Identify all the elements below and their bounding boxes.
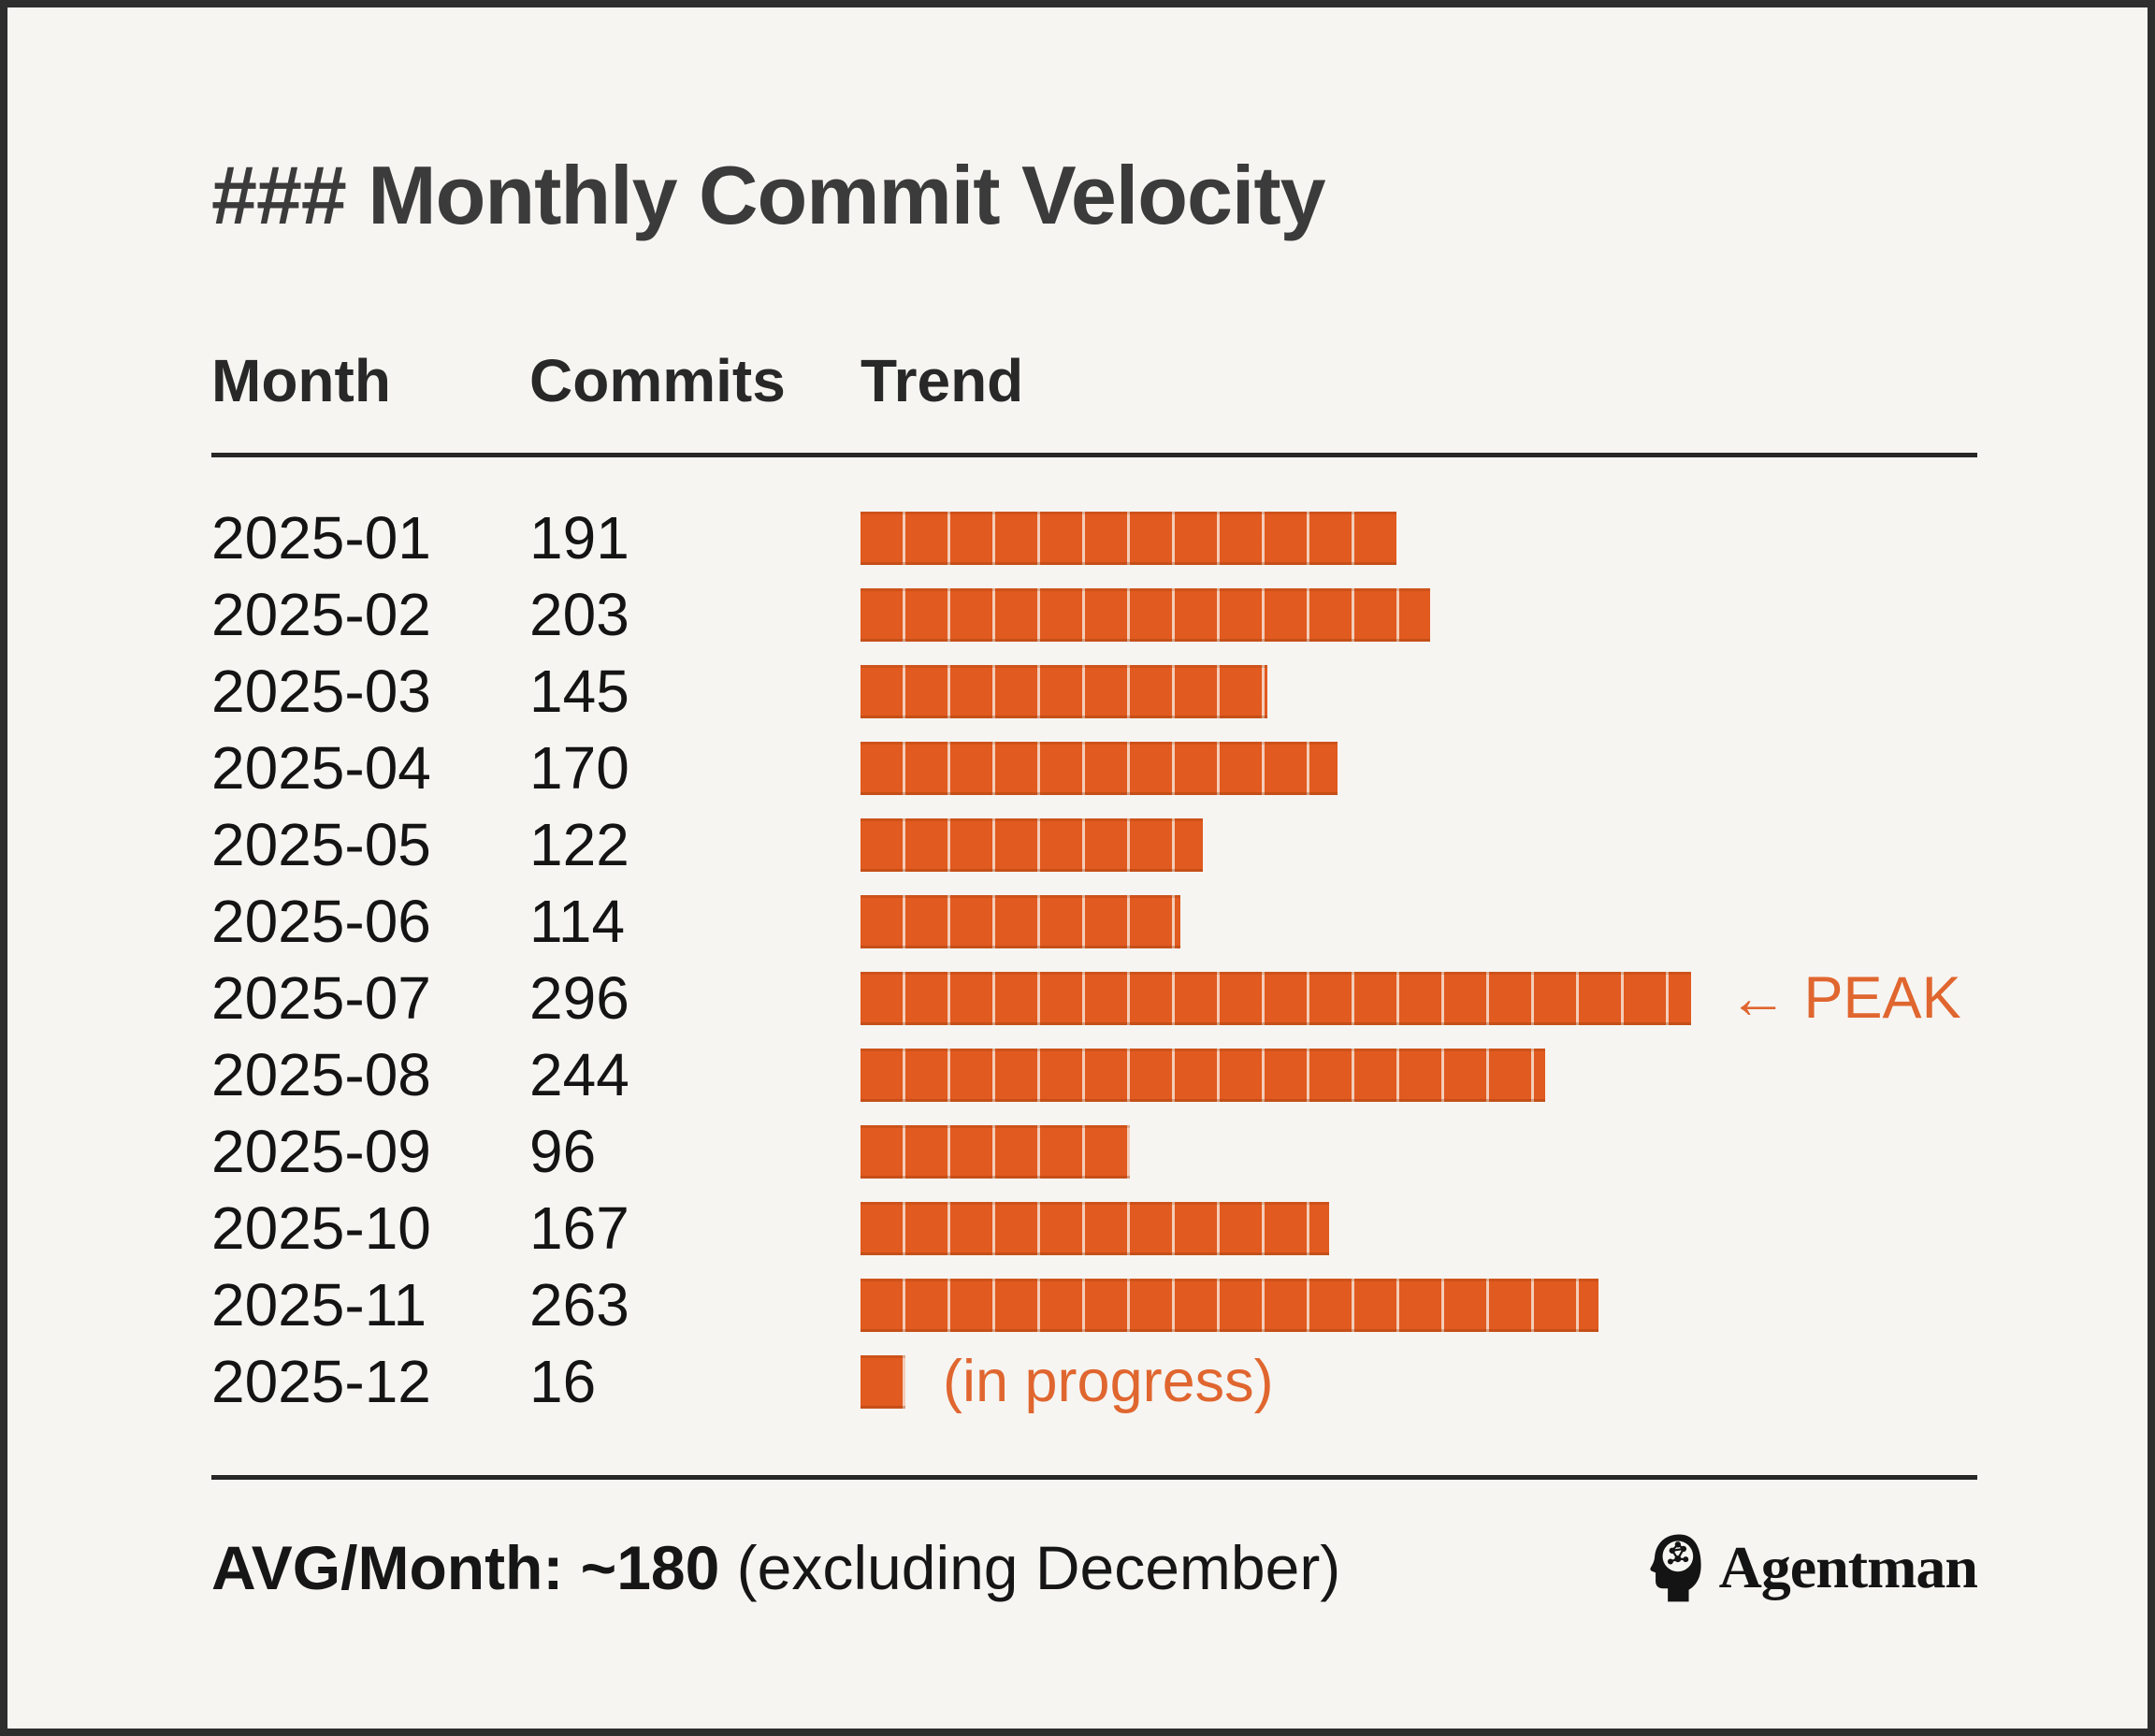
agentman-head-icon [1649,1534,1701,1602]
table-row: 2025-09 96 [211,1113,2091,1190]
average-value: AVG/Month: ~180 [211,1533,720,1602]
average-qualifier: (excluding December) [719,1533,1341,1602]
month-cell: 2025-06 [211,888,431,955]
table-row: 2025-04 170 [211,730,2091,806]
table-row: 2025-06 114 [211,883,2091,960]
table-row: 2025-08 244 [211,1036,2091,1113]
trend-bar [861,741,1338,795]
column-header-commits: Commits [529,347,786,414]
month-cell: 2025-02 [211,581,431,648]
trend-bar [861,1354,905,1409]
trend-cell [861,1278,2091,1332]
trend-cell [861,587,2091,642]
trend-bar [861,664,1267,718]
commits-cell: 170 [529,734,629,802]
trend-cell: (in progress) [861,1348,2091,1415]
trend-cell [861,1048,2091,1102]
month-cell: 2025-03 [211,658,431,725]
trend-cell [861,1124,2091,1179]
average-summary: AVG/Month: ~180 (excluding December) [211,1532,1340,1603]
in-progress-annotation: (in progress) [943,1349,1274,1414]
table-row: 2025-12 16 (in progress) [211,1343,2091,1420]
header-divider [211,453,1977,457]
trend-bar [861,894,1180,948]
trend-bar [861,1048,1545,1102]
column-header-month: Month [211,347,391,414]
trend-cell [861,741,2091,795]
table-row: 2025-11 263 [211,1266,2091,1343]
brand-logo: Agentman [1649,1532,1978,1603]
trend-cell [861,817,2091,872]
table-header-row: Month Commits Trend [211,346,1023,415]
trend-cell [861,664,2091,718]
commits-cell: 16 [529,1348,597,1415]
trend-bar [861,971,1691,1025]
trend-bar [861,511,1396,565]
month-cell: 2025-12 [211,1348,431,1415]
trend-bar [861,1124,1130,1179]
commits-cell: 296 [529,964,629,1032]
table-row: 2025-05 122 [211,806,2091,883]
trend-bar [861,817,1203,872]
month-cell: 2025-08 [211,1041,431,1108]
commits-cell: 244 [529,1041,629,1108]
brand-name: Agentman [1718,1534,1978,1600]
commits-cell: 167 [529,1194,629,1262]
table-rows: 2025-01 191 2025-02 203 2025-03 145 2025-04 170… [211,499,2091,1420]
trend-cell [861,511,2091,565]
month-cell: 2025-05 [211,811,431,878]
trend-bar [861,1201,1329,1255]
month-cell: 2025-10 [211,1194,431,1262]
peak-annotation: ← PEAK [1728,965,1961,1031]
table-row: 2025-07 296 ← PEAK [211,960,2091,1036]
trend-cell [861,1201,2091,1255]
commits-cell: 145 [529,658,629,725]
table-row: 2025-01 191 [211,499,2091,576]
month-cell: 2025-01 [211,504,431,571]
trend-cell: ← PEAK [861,964,2091,1032]
commits-cell: 203 [529,581,629,648]
trend-bar [861,587,1430,642]
commits-cell: 191 [529,504,629,571]
table-row: 2025-02 203 [211,576,2091,653]
commits-cell: 263 [529,1271,629,1338]
page-title: ### Monthly Commit Velocity [211,149,1326,241]
month-cell: 2025-09 [211,1118,431,1185]
trend-bar [861,1278,1598,1332]
commits-cell: 122 [529,811,629,878]
month-cell: 2025-11 [211,1271,427,1338]
footer-divider [211,1475,1977,1480]
table-row: 2025-03 145 [211,653,2091,730]
footer: AVG/Month: ~180 (excluding December) Ag [211,1521,1978,1614]
month-cell: 2025-04 [211,734,431,802]
month-cell: 2025-07 [211,964,431,1032]
column-header-trend: Trend [861,347,1024,414]
commits-cell: 96 [529,1118,597,1185]
commits-cell: 114 [529,888,626,955]
trend-cell [861,894,2091,948]
table-row: 2025-10 167 [211,1190,2091,1266]
